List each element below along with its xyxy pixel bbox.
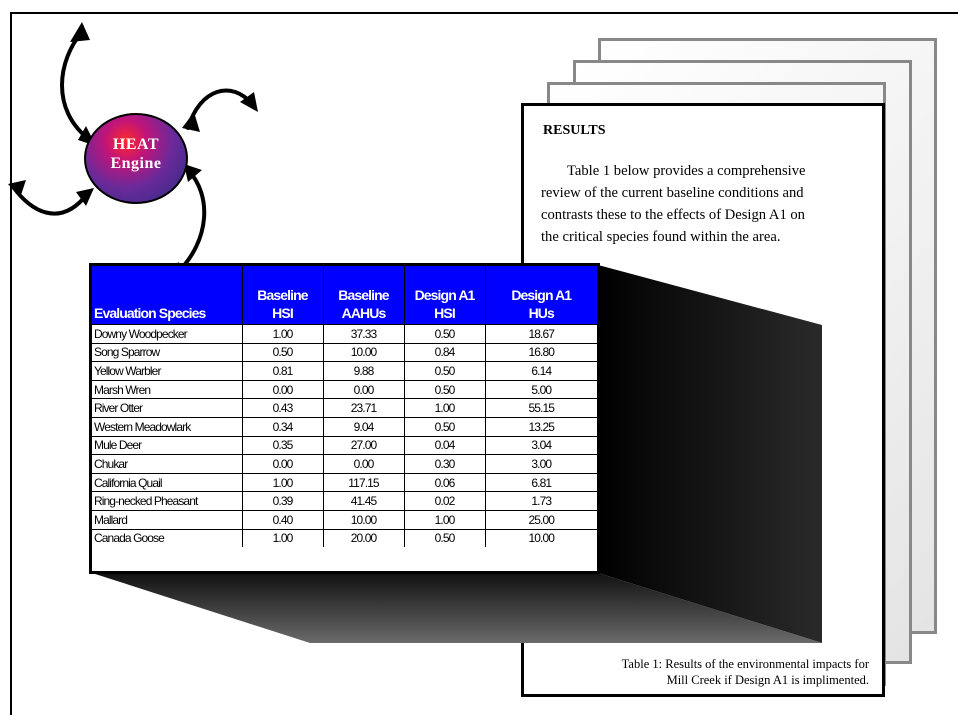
value-cell: 0.50 [241,342,323,362]
header-design-a1-hsi: Design A1 HSI [403,266,485,325]
species-name-cell: Yellow Warbler [92,361,242,381]
species-name-cell: Song Sparrow [92,342,242,362]
value-cell: 0.30 [403,454,485,474]
value-cell: 10.00 [322,509,404,530]
heat-engine-label: HEAT Engine [86,135,186,173]
table-header-row: Evaluation Species Baseline HSI Baseline A… [92,266,597,325]
value-cell: 0.50 [403,379,485,399]
table-row: California Quail 1.00 117.15 0.06 6.81 [92,472,597,492]
header-baseline-aahus: Baseline AAHUs [322,266,404,325]
value-cell: 0.81 [241,361,323,381]
species-name-cell: Mule Deer [92,435,242,455]
table-row: Downy Woodpecker 1.00 37.33 0.50 18.67 [92,324,597,344]
value-cell: 1.00 [403,509,485,530]
value-cell: 55.15 [484,398,597,418]
box-extrusion-bottom [92,573,822,643]
header-design-a1-hus: Design A1 HUs [484,266,597,325]
table-caption: Table 1: Results of the environmental im… [524,656,869,688]
species-name-cell: Mallard [92,509,242,530]
value-cell: 16.80 [484,342,597,362]
document-body: Table 1 below provides a comprehensive r… [541,160,886,248]
table-row: Ring-necked Pheasant 0.39 41.45 0.02 1.73 [92,491,597,511]
table-caption-line: Mill Creek if Design A1 is implimented. [666,673,869,687]
value-cell: 18.67 [484,324,597,344]
document-body-line: the critical species found within the ar… [541,229,781,245]
header-baseline-hsi: Baseline HSI [241,266,323,325]
species-name-cell: Marsh Wren [92,379,242,399]
value-cell: 0.06 [403,472,485,492]
value-cell: 20.00 [322,528,404,548]
document-body-line: Table 1 below provides a comprehensive [567,163,806,179]
value-cell: 1.00 [403,398,485,418]
table-row: River Otter 0.43 23.71 1.00 55.15 [92,398,597,418]
box-extrusion-side [598,265,822,643]
value-cell: 10.00 [484,528,597,548]
value-cell: 5.00 [484,379,597,399]
species-name-cell: River Otter [92,398,242,418]
heat-engine-label-line: HEAT [112,136,160,153]
value-cell: 0.50 [403,361,485,381]
value-cell: 10.00 [322,342,404,362]
table-row: Mallard 0.40 10.00 1.00 25.00 [92,509,597,530]
value-cell: 3.04 [484,435,597,455]
heat-engine-sphere: HEAT Engine [84,113,188,204]
document-body-line: review of the current baseline condition… [541,185,804,201]
table-row: Song Sparrow 0.50 10.00 0.84 16.80 [92,342,597,362]
table-row: Marsh Wren 0.00 0.00 0.50 5.00 [92,379,597,399]
document-body-line: contrasts these to the effects of Design… [541,207,805,223]
results-table-container: Evaluation Species Baseline HSI Baseline A… [89,263,600,574]
value-cell: 0.43 [241,398,323,418]
value-cell: 0.84 [403,342,485,362]
value-cell: 0.34 [241,416,323,437]
table-row: Western Meadowlark 0.34 9.04 0.50 13.25 [92,416,597,437]
value-cell: 0.35 [241,435,323,455]
table-caption-line: Table 1: Results of the environmental im… [621,657,869,671]
results-table: Evaluation Species Baseline HSI Baseline A… [92,266,597,548]
table-row: Yellow Warbler 0.81 9.88 0.50 6.14 [92,361,597,381]
value-cell: 6.81 [484,472,597,492]
value-cell: 1.00 [241,528,323,548]
species-name-cell: Chukar [92,454,242,474]
value-cell: 0.40 [241,509,323,530]
value-cell: 1.73 [484,491,597,511]
value-cell: 3.00 [484,454,597,474]
value-cell: 37.33 [322,324,404,344]
curved-double-arrow-icon [12,30,254,274]
value-cell: 9.04 [322,416,404,437]
value-cell: 0.00 [322,379,404,399]
value-cell: 117.15 [322,472,404,492]
value-cell: 6.14 [484,361,597,381]
heat-engine-label-line: Engine [110,155,162,172]
value-cell: 25.00 [484,509,597,530]
table-row: Chukar 0.00 0.00 0.30 3.00 [92,454,597,474]
header-evaluation-species: Evaluation Species [92,266,242,325]
value-cell: 27.00 [322,435,404,455]
value-cell: 1.00 [241,472,323,492]
species-name-cell: Western Meadowlark [92,416,242,437]
species-name-cell: Ring-necked Pheasant [92,491,242,511]
value-cell: 0.50 [403,324,485,344]
species-name-cell: Canada Goose [92,528,242,548]
document-heading: RESULTS [543,123,606,138]
species-name-cell: California Quail [92,472,242,492]
value-cell: 41.45 [322,491,404,511]
table-row: Canada Goose 1.00 20.00 0.50 10.00 [92,528,597,548]
diagram-frame [10,12,958,715]
species-name-cell: Downy Woodpecker [92,324,242,344]
value-cell: 23.71 [322,398,404,418]
value-cell: 1.00 [241,324,323,344]
value-cell: 0.00 [322,454,404,474]
table-row: Mule Deer 0.35 27.00 0.04 3.04 [92,435,597,455]
value-cell: 0.50 [403,528,485,548]
value-cell: 0.50 [403,416,485,437]
value-cell: 0.39 [241,491,323,511]
value-cell: 0.02 [403,491,485,511]
value-cell: 0.00 [241,454,323,474]
value-cell: 0.04 [403,435,485,455]
value-cell: 0.00 [241,379,323,399]
value-cell: 13.25 [484,416,597,437]
value-cell: 9.88 [322,361,404,381]
